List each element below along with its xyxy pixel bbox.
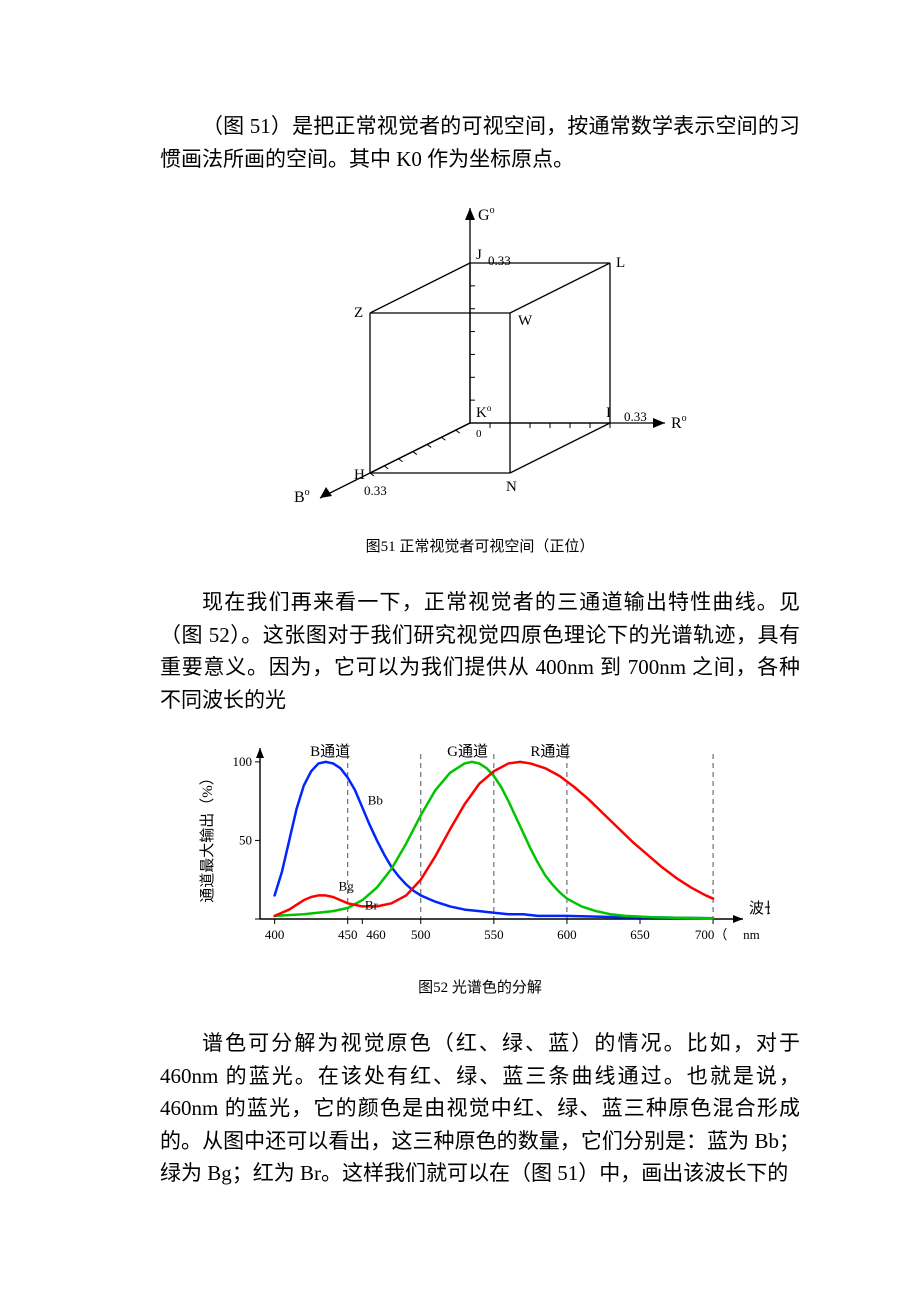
svg-text:nm: nm <box>743 927 760 942</box>
fig51-svg: Go Ro Bo Ko 0 J L Z W I H N 0.33 0.33 0.33 <box>260 193 700 523</box>
svg-text:0: 0 <box>476 428 482 440</box>
svg-text:400: 400 <box>265 927 285 942</box>
svg-text:0.33: 0.33 <box>364 483 387 498</box>
paragraph-3: 谱色可分解为视觉原色（红、绿、蓝）的情况。比如，对于 460nm 的蓝光。在该处… <box>160 1027 800 1190</box>
svg-text:Bo: Bo <box>294 487 310 506</box>
svg-text:Br: Br <box>365 898 379 913</box>
svg-text:50: 50 <box>239 833 252 848</box>
svg-text:I: I <box>606 405 611 421</box>
svg-text:450: 450 <box>338 927 358 942</box>
svg-text:通道最大输出（%）: 通道最大输出（%） <box>199 771 216 904</box>
svg-text:Z: Z <box>354 305 363 321</box>
figure-52: 50 100 400 450 500 550 600 650 460 700（ nm 波长 通道最大输出… <box>160 734 800 964</box>
svg-text:550: 550 <box>484 927 504 942</box>
svg-text:460: 460 <box>366 927 386 942</box>
paragraph-2: 现在我们再来看一下，正常视觉者的三通道输出特性曲线。见（图 52）。这张图对于我… <box>160 586 800 716</box>
svg-text:0.33: 0.33 <box>488 253 511 268</box>
fig52-caption: 图52 光谱色的分解 <box>160 976 800 997</box>
svg-text:R通道: R通道 <box>530 743 570 760</box>
svg-text:0.33: 0.33 <box>624 409 647 424</box>
svg-text:W: W <box>518 313 533 329</box>
svg-text:Bg: Bg <box>339 879 355 894</box>
svg-text:Ko: Ko <box>476 403 492 421</box>
svg-text:500: 500 <box>411 927 431 942</box>
svg-text:G通道: G通道 <box>447 743 488 760</box>
svg-text:B通道: B通道 <box>310 743 350 760</box>
svg-text:波长: 波长 <box>749 900 770 917</box>
svg-text:650: 650 <box>630 927 650 942</box>
svg-text:J: J <box>476 247 482 263</box>
svg-text:600: 600 <box>557 927 577 942</box>
figure-51: Go Ro Bo Ko 0 J L Z W I H N 0.33 0.33 0.33 <box>160 193 800 523</box>
fig52-svg: 50 100 400 450 500 550 600 650 460 700（ nm 波长 通道最大输出… <box>190 734 770 964</box>
fig51-caption: 图51 正常视觉者可视空间（正位） <box>160 535 800 556</box>
svg-text:Go: Go <box>478 205 495 224</box>
svg-text:N: N <box>506 479 517 495</box>
svg-text:H: H <box>354 467 365 483</box>
svg-text:Ro: Ro <box>671 413 687 432</box>
svg-text:Bb: Bb <box>368 793 383 808</box>
svg-text:100: 100 <box>233 754 253 769</box>
paragraph-1: （图 51）是把正常视觉者的可视空间，按通常数学表示空间的习惯画法所画的空间。其… <box>160 110 800 175</box>
document-page: （图 51）是把正常视觉者的可视空间，按通常数学表示空间的习惯画法所画的空间。其… <box>0 0 920 1268</box>
svg-text:700（: 700（ <box>695 927 728 942</box>
svg-text:L: L <box>616 255 625 271</box>
